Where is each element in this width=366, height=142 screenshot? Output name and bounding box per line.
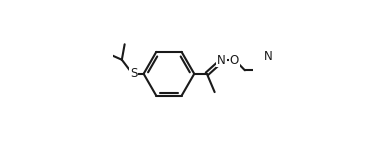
Text: O: O xyxy=(230,54,239,67)
Text: S: S xyxy=(130,67,138,80)
Text: N: N xyxy=(264,50,273,63)
Text: N: N xyxy=(217,54,226,67)
